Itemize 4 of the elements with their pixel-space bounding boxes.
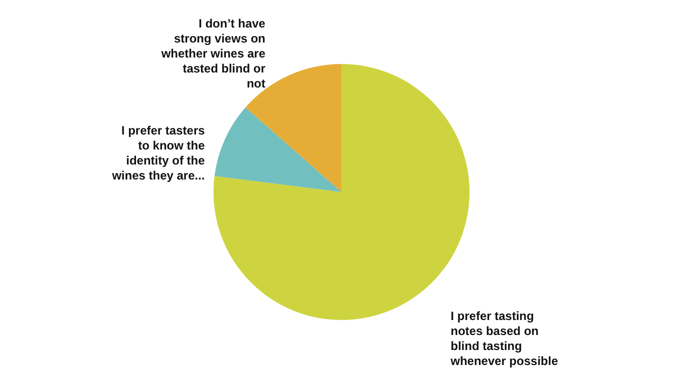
pie-slice xyxy=(214,107,342,192)
slice-label: I don’t have strong views on whether wines are tasted blind or not xyxy=(160,16,266,90)
slice-label: I prefer tasting notes based on blind tasting whenever possible xyxy=(450,308,558,368)
slice-label: I prefer tasters to know the identity of the wines they are... xyxy=(111,123,206,182)
